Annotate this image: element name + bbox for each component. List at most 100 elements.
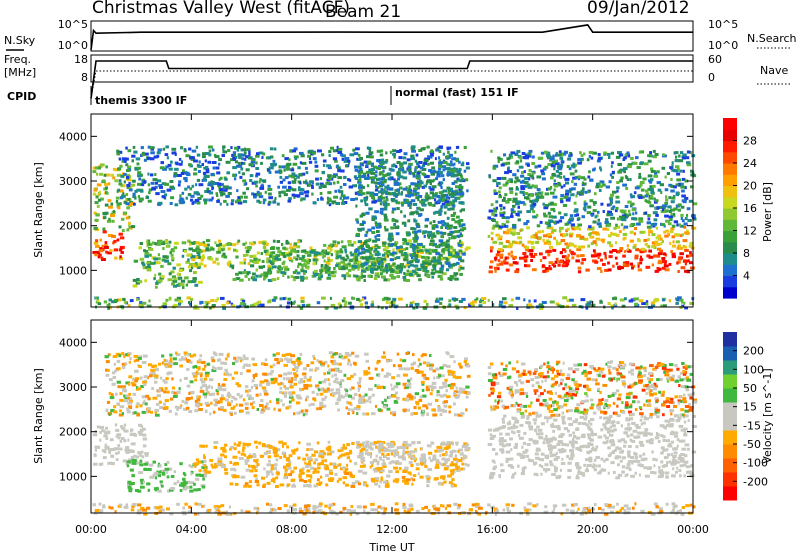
heatmap-cell xyxy=(512,231,516,235)
heatmap-cell xyxy=(273,448,278,452)
heatmap-cell xyxy=(147,266,152,270)
heatmap-cell xyxy=(347,240,352,243)
heatmap-cell xyxy=(408,201,413,205)
nave-label: Nave xyxy=(760,64,788,77)
heatmap-cell xyxy=(659,424,665,428)
heatmap-cell xyxy=(613,226,617,230)
heatmap-cell xyxy=(466,443,469,447)
heatmap-cell xyxy=(140,189,144,193)
heatmap-cell xyxy=(437,167,442,171)
heatmap-cell xyxy=(327,440,331,444)
heatmap-cell xyxy=(455,442,458,446)
heatmap-cell xyxy=(662,153,665,157)
heatmap-cell xyxy=(653,222,658,226)
heatmap-cell xyxy=(505,220,510,224)
heatmap-cell xyxy=(437,481,443,485)
heatmap-cell xyxy=(664,201,668,205)
heatmap-cell xyxy=(426,194,430,198)
heatmap-cell xyxy=(122,192,125,196)
heatmap-cell xyxy=(432,264,437,268)
heatmap-cell xyxy=(322,254,326,258)
heatmap-cell xyxy=(378,456,382,460)
heatmap-cell xyxy=(375,170,378,174)
heatmap-cell xyxy=(505,181,509,185)
heatmap-cell xyxy=(362,221,366,225)
nsky-tick-bottom: 10^0 xyxy=(58,39,88,52)
heatmap-cell xyxy=(240,302,245,306)
heatmap-cell xyxy=(286,483,291,487)
heatmap-cell xyxy=(459,272,463,276)
heatmap-cell xyxy=(546,154,551,158)
heatmap-cell xyxy=(672,240,675,244)
heatmap-cell xyxy=(669,241,672,245)
heatmap-cell xyxy=(280,271,286,275)
heatmap-cell xyxy=(516,232,521,235)
heatmap-cell xyxy=(114,179,119,183)
heatmap-cell xyxy=(496,184,499,188)
heatmap-cell xyxy=(519,453,524,457)
heatmap-cell xyxy=(239,304,242,308)
heatmap-cell xyxy=(585,415,588,419)
heatmap-cell xyxy=(271,262,274,265)
nsky-label: N.Sky xyxy=(4,34,36,47)
heatmap-cell xyxy=(250,160,256,164)
heatmap-cell xyxy=(537,230,542,234)
heatmap-cell xyxy=(590,242,594,246)
heatmap-cell xyxy=(335,262,340,266)
heatmap-cell xyxy=(407,168,411,172)
heatmap-cell xyxy=(499,262,504,266)
heatmap-cell xyxy=(618,215,622,219)
heatmap-cell xyxy=(374,210,379,214)
heatmap-cell xyxy=(652,184,656,188)
heatmap-cell xyxy=(283,247,289,251)
heatmap-cell xyxy=(630,157,634,160)
heatmap-cell xyxy=(389,274,394,277)
heatmap-cell xyxy=(268,267,272,271)
heatmap-cell xyxy=(354,184,358,188)
heatmap-cell xyxy=(654,436,660,440)
heatmap-cell xyxy=(268,196,273,200)
heatmap-cell xyxy=(453,298,456,302)
heatmap-cell xyxy=(610,216,615,220)
heatmap-cell xyxy=(444,200,450,204)
heatmap-cell xyxy=(255,477,258,481)
heatmap-cell xyxy=(267,184,271,188)
heatmap-cell xyxy=(291,193,296,197)
heatmap-cell xyxy=(426,157,430,161)
heatmap-cell xyxy=(319,192,323,195)
heatmap-cell xyxy=(133,433,137,437)
heatmap-cell xyxy=(495,253,500,257)
heatmap-cell xyxy=(582,422,587,426)
heatmap-cell xyxy=(130,461,133,465)
heatmap-cell xyxy=(615,455,619,459)
heatmap-cell xyxy=(593,202,596,206)
heatmap-cell xyxy=(672,474,676,478)
heatmap-cell xyxy=(388,232,394,236)
heatmap-cell xyxy=(97,198,102,202)
heatmap-cell xyxy=(255,172,261,176)
power-heatmap-cells xyxy=(92,145,698,310)
heatmap-cell xyxy=(227,192,232,195)
heatmap-cell xyxy=(392,479,397,483)
heatmap-cell xyxy=(362,464,366,468)
heatmap-cell xyxy=(560,159,564,163)
heatmap-cell xyxy=(120,184,124,188)
heatmap-cell xyxy=(570,193,575,197)
heatmap-cell xyxy=(581,245,586,249)
heatmap-cell xyxy=(308,259,311,262)
heatmap-cell xyxy=(242,161,246,165)
heatmap-cell xyxy=(117,188,121,192)
heatmap-cell xyxy=(681,300,684,304)
heatmap-cell xyxy=(243,269,246,273)
heatmap-cell xyxy=(107,251,112,255)
heatmap-cell xyxy=(224,187,228,191)
heatmap-cell xyxy=(157,489,162,493)
heatmap-cell xyxy=(176,480,180,484)
heatmap-cell xyxy=(284,470,288,474)
heatmap-cell xyxy=(144,252,150,256)
heatmap-cell xyxy=(549,226,554,230)
heatmap-cell xyxy=(411,243,416,247)
heatmap-cell xyxy=(292,483,295,487)
heatmap-cell xyxy=(207,256,211,260)
heatmap-cell xyxy=(344,248,347,252)
